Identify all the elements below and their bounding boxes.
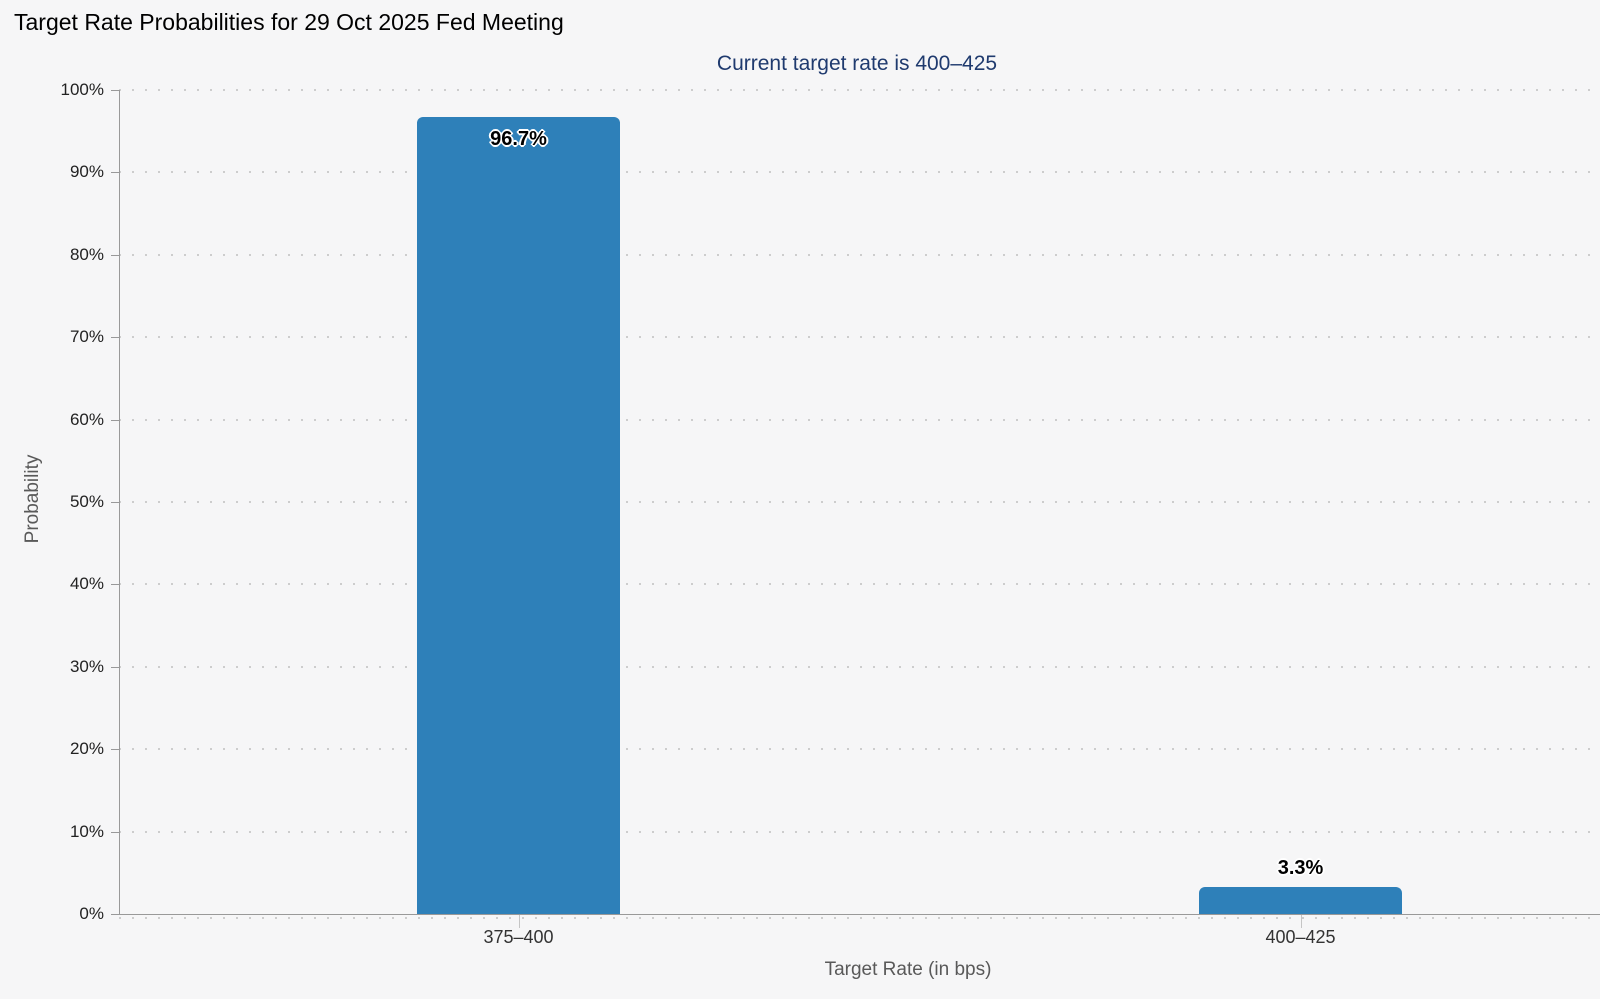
x-axis-title: Target Rate (in bps): [824, 959, 992, 980]
y-tick-label: 10%: [69, 821, 104, 841]
y-axis-line: [119, 90, 120, 914]
x-tick-label: 375–400: [483, 927, 554, 947]
y-tick-label: 90%: [69, 162, 104, 182]
x-tick-mark: [1300, 914, 1302, 928]
y-tick-mark: [111, 584, 119, 586]
y-tick-mark: [111, 172, 119, 174]
y-tick-label: 20%: [69, 739, 104, 759]
y-tick-mark: [111, 419, 119, 421]
y-tick-mark: [111, 254, 119, 256]
x-tick-mark: [518, 914, 520, 928]
y-tick-mark: [111, 749, 119, 751]
y-tick-label: 40%: [69, 574, 104, 594]
y-axis-title: Probability: [22, 454, 43, 544]
grid-line: [119, 89, 1600, 91]
y-tick-label: 0%: [79, 904, 104, 923]
bar-value-label: 3.3%: [1277, 856, 1324, 879]
chart-subtitle: Current target rate is 400–425: [716, 52, 998, 75]
grid-line: [119, 665, 1600, 668]
y-tick-mark: [111, 502, 119, 503]
grid-line: [119, 253, 1600, 256]
y-tick-label: 70%: [69, 327, 104, 347]
x-tick-label: 400–425: [1265, 927, 1336, 947]
y-tick-label: 30%: [69, 656, 104, 676]
x-axis-line: [119, 914, 1600, 915]
grid-line: [119, 336, 1600, 339]
y-tick-label: 100%: [60, 80, 104, 99]
grid-line: [119, 917, 1600, 919]
grid-line: [119, 171, 1600, 174]
grid-line: [119, 748, 1600, 751]
y-tick-mark: [111, 90, 119, 91]
chart-title: Target Rate Probabilities for 29 Oct 202…: [14, 9, 564, 35]
grid-line: [119, 501, 1600, 503]
bar[interactable]: [417, 117, 620, 914]
grid-line: [119, 830, 1600, 833]
y-tick-mark: [111, 831, 119, 833]
y-tick-label: 80%: [69, 244, 104, 264]
y-tick-label: 60%: [69, 409, 104, 429]
bar[interactable]: [1199, 886, 1402, 914]
grid-line: [119, 583, 1600, 586]
y-tick-mark: [111, 914, 119, 915]
grid-line: [119, 418, 1600, 421]
y-tick-label: 50%: [69, 492, 104, 511]
y-tick-mark: [111, 337, 119, 339]
y-tick-mark: [111, 666, 119, 668]
bar-value-label: 96.7%: [490, 128, 547, 151]
